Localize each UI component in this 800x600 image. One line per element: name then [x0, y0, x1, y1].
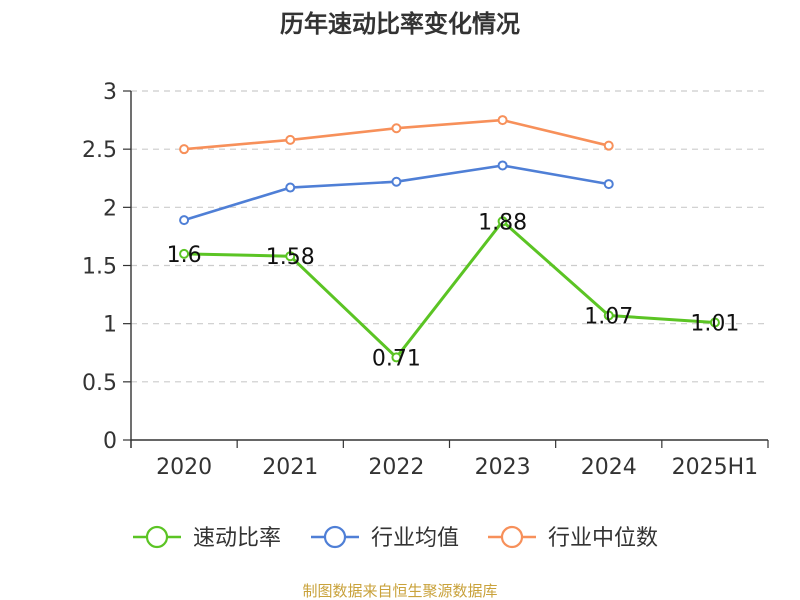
data-point	[285, 251, 296, 262]
data-point	[603, 179, 614, 190]
data-point	[285, 134, 296, 145]
legend-label: 行业均值	[371, 526, 459, 551]
series-line	[183, 164, 610, 222]
data-point	[179, 248, 190, 259]
legend: 速动比率 行业均值 行业中位数	[133, 525, 658, 551]
data-point	[285, 182, 296, 193]
series-layer	[179, 115, 720, 363]
legend-label: 行业中位数	[548, 526, 658, 551]
y-tick-label: 1	[103, 313, 117, 338]
series-line	[184, 219, 715, 359]
data-label: 1.58	[266, 245, 315, 270]
data-point	[497, 216, 508, 227]
data-label: 1.88	[478, 210, 527, 235]
legend-item: 行业均值	[311, 525, 459, 551]
data-point	[391, 352, 402, 363]
data-point	[391, 123, 402, 134]
data-point	[709, 317, 720, 328]
data-labels: 1.6 1.58 0.71 1.88 1.07 1.01	[167, 210, 740, 371]
legend-item: 速动比率	[133, 525, 281, 551]
y-tick-label: 1.5	[82, 255, 117, 280]
data-point	[179, 215, 190, 226]
x-tick-label: 2023	[475, 455, 531, 480]
grid	[131, 90, 768, 383]
y-tick-label: 3	[103, 80, 117, 105]
axes: 0 0.5 1 1.5 2 2.5 3 2020 2021 2022 2023 2024 2025H1	[82, 80, 769, 480]
chart-title: 历年速动比率变化情况	[280, 10, 520, 38]
legend-item: 行业中位数	[488, 525, 658, 551]
data-point	[497, 115, 508, 126]
data-label: 1.07	[584, 305, 633, 330]
legend-swatch-marker	[323, 525, 347, 549]
legend-label: 速动比率	[193, 526, 281, 551]
data-label: 1.01	[690, 312, 739, 337]
x-tick-label: 2024	[581, 455, 637, 480]
y-tick-label: 2.5	[82, 138, 117, 163]
legend-swatch-marker	[500, 525, 524, 549]
data-point	[603, 140, 614, 151]
data-label: 0.71	[372, 346, 421, 371]
source-note: 制图数据来自恒生聚源数据库	[302, 582, 497, 600]
y-tick-label: 2	[103, 196, 117, 221]
x-tick-label: 2021	[262, 455, 318, 480]
data-point	[179, 144, 190, 155]
x-tick-label: 2025H1	[672, 455, 759, 480]
y-tick-label: 0.5	[82, 371, 117, 396]
x-tick-label: 2020	[156, 455, 212, 480]
y-tick-label: 0	[103, 429, 117, 454]
x-tick-label: 2022	[368, 455, 424, 480]
legend-swatch-marker	[145, 525, 169, 549]
data-label: 1.6	[167, 243, 202, 268]
data-point	[497, 160, 508, 171]
data-point	[391, 176, 402, 187]
data-point	[603, 310, 614, 321]
